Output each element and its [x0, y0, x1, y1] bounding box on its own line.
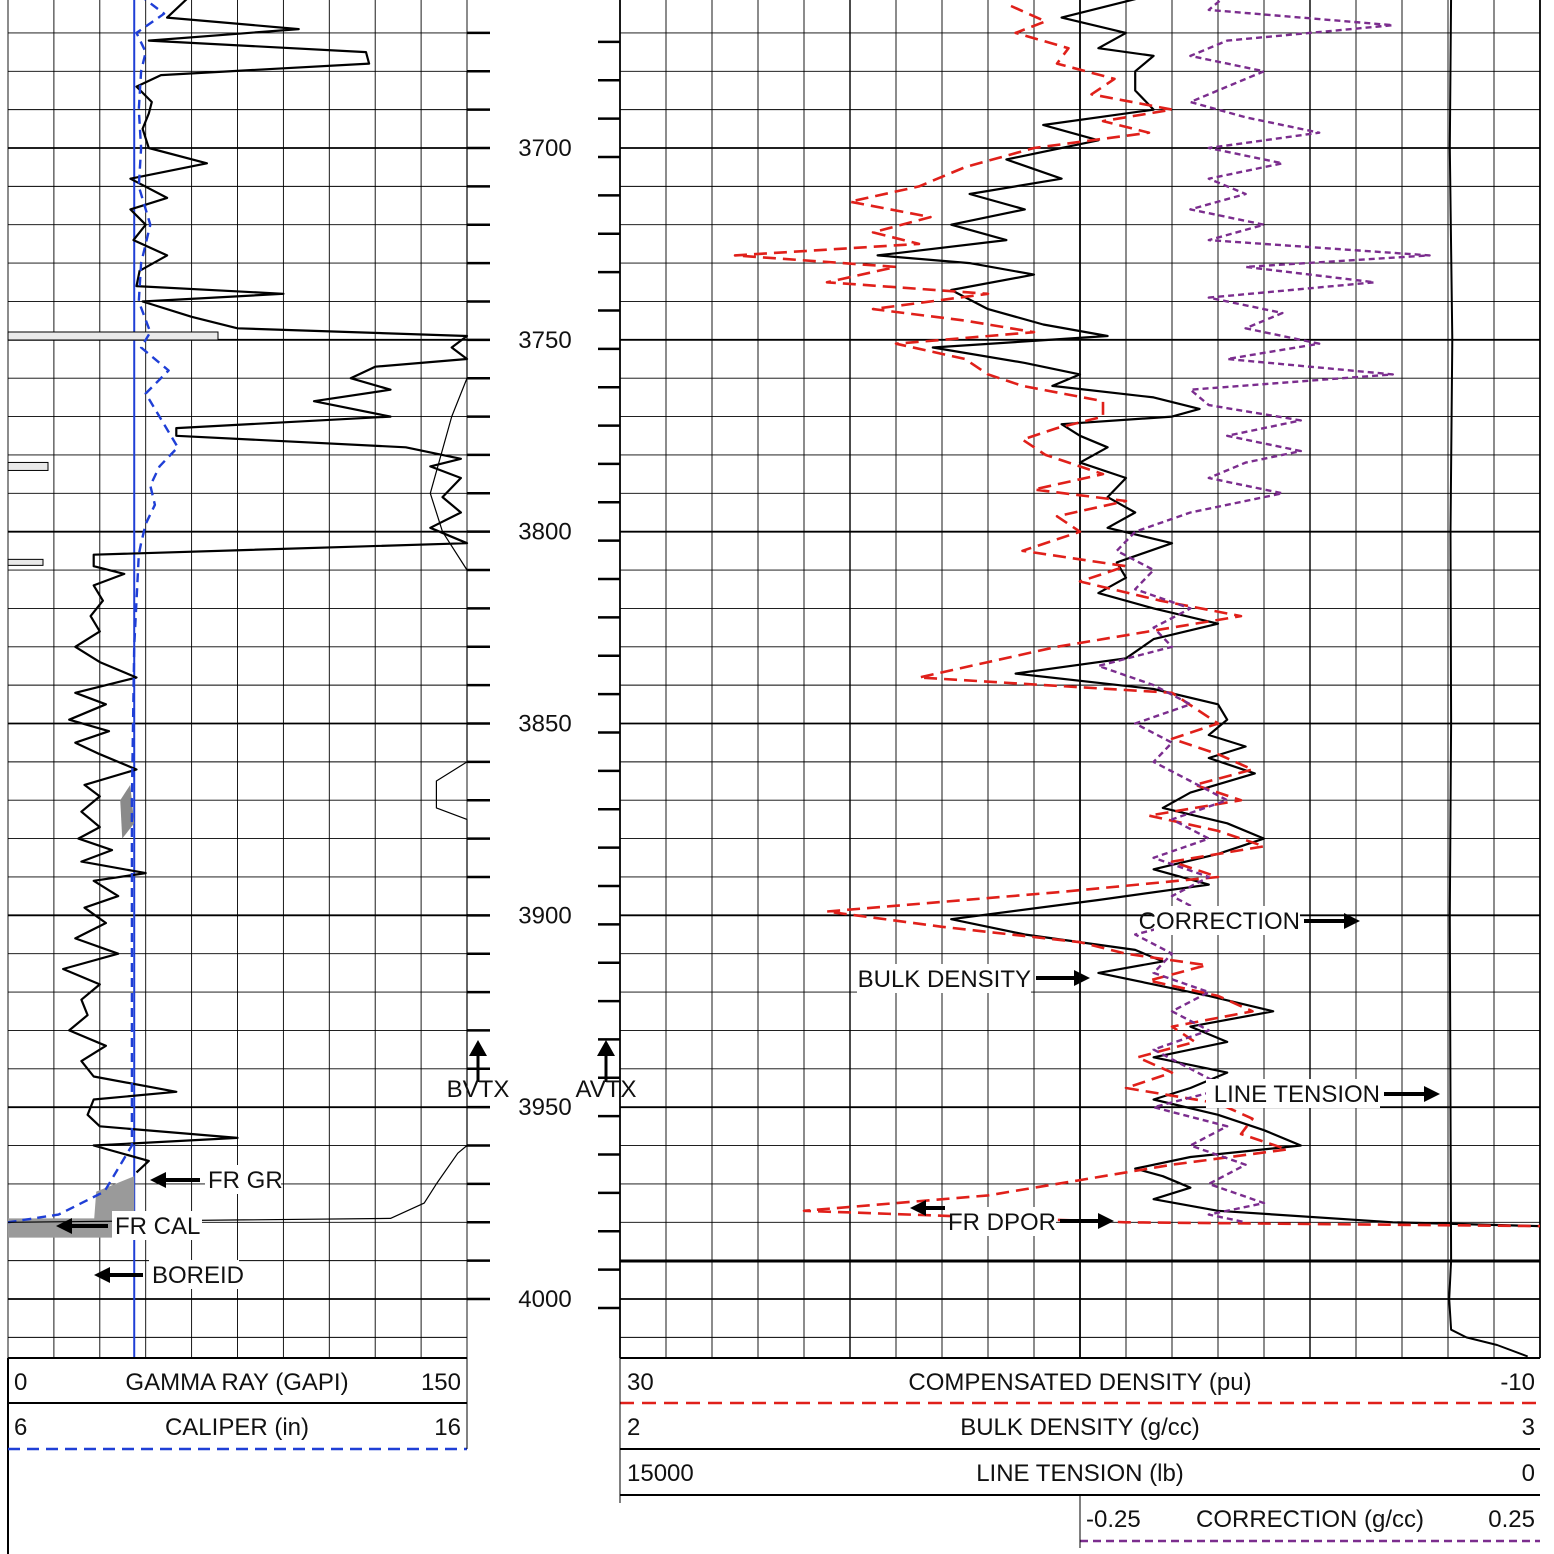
bvtx-marker-label: BVTX	[447, 1076, 510, 1103]
caliper-min: 6	[14, 1414, 27, 1441]
left-bvtx-curve	[7, 71, 468, 1223]
gamma-ray-title: GAMMA RAY (GAPI)	[125, 1369, 348, 1396]
depth-tick-label: 3700	[518, 135, 571, 162]
fr-dpor-arrow-head	[1098, 1213, 1114, 1229]
bulk-density-title: BULK DENSITY (g/cc)	[960, 1414, 1200, 1441]
bulk-density-min: 2	[627, 1414, 640, 1441]
gamma-ray-min: 0	[14, 1369, 27, 1396]
fr-cal-label-bg	[112, 1211, 202, 1240]
fr-cal-label: FR CAL	[115, 1213, 200, 1240]
fr-gr-arrow-head	[150, 1172, 166, 1188]
fr-gr-label: FR GR	[208, 1167, 283, 1194]
boreid-label: BOREID	[152, 1262, 244, 1289]
curves-layer	[7, 0, 1541, 1358]
line-tension-max: 0	[1522, 1460, 1535, 1487]
right-compensated-density-curve	[733, 4, 1541, 1228]
hatched-band	[7, 461, 49, 471]
line-tension-label: LINE TENSION	[1214, 1081, 1380, 1108]
depth-tick-label: 3900	[518, 902, 571, 929]
correction-title: CORRECTION (g/cc)	[1196, 1506, 1424, 1533]
right-track-header: 30 COMPENSATED DENSITY (pu) -10 2 BULK D…	[619, 1357, 1540, 1548]
annotations-layer: FR GR FR CAL BOREID CORRECTION BULK DENSITY L…	[56, 906, 1440, 1289]
boreid-arrow-head	[94, 1267, 110, 1283]
fr-cal-arrow-head	[56, 1218, 72, 1234]
right-line-tension-curve	[1448, 0, 1529, 1358]
compensated-density-max: -10	[1500, 1369, 1535, 1396]
line-tension-min: 15000	[627, 1460, 694, 1487]
left-caliper-curve	[7, 0, 179, 1224]
right-correction-curve	[1097, 0, 1431, 1224]
left-gamma-ray-curve	[62, 0, 469, 1174]
correction-max: 0.25	[1488, 1506, 1535, 1533]
bulk-density-label: BULK DENSITY	[858, 966, 1031, 993]
right-bulk-density-curve	[876, 0, 1541, 1228]
depth-tick-label: 3800	[518, 519, 571, 546]
caliper-max: 16	[434, 1414, 461, 1441]
depth-tick-label: 3850	[518, 711, 571, 738]
depth-axis: 3700 3750 3800 3850 3900 3950 4000	[467, 31, 620, 1313]
line-tension-arrow-head	[1424, 1086, 1440, 1102]
depth-tick-label: 3950	[518, 1094, 571, 1121]
fr-dpor-left-arrow-head	[910, 1200, 926, 1216]
compensated-density-title: COMPENSATED DENSITY (pu)	[908, 1369, 1251, 1396]
avtx-marker-head	[597, 1040, 615, 1056]
line-tension-label-bg	[1206, 1079, 1380, 1108]
depth-tick-label: 3750	[518, 327, 571, 354]
bulk-density-arrow-head	[1074, 970, 1090, 986]
fr-gr-label-bg	[205, 1165, 281, 1194]
correction-arrow-head	[1344, 913, 1360, 929]
bulk-density-label-bg	[857, 964, 1031, 993]
avtx-marker-label: AVTX	[576, 1076, 637, 1103]
compensated-density-min: 30	[627, 1369, 654, 1396]
caliper-title: CALIPER (in)	[165, 1414, 309, 1441]
gamma-ray-max: 150	[421, 1369, 461, 1396]
correction-label: CORRECTION	[1139, 908, 1300, 935]
hatched-band	[7, 558, 44, 566]
boreid-label-bg	[149, 1260, 239, 1289]
depth-tick-label: 4000	[518, 1286, 571, 1313]
hatched-band	[7, 331, 219, 341]
fr-dpor-label: FR DPOR	[948, 1209, 1056, 1236]
correction-label-bg	[1154, 906, 1300, 935]
line-tension-title: LINE TENSION (lb)	[976, 1460, 1184, 1487]
correction-min: -0.25	[1086, 1506, 1141, 1533]
bulk-density-max: 3	[1522, 1414, 1535, 1441]
fr-dpor-label-bg	[952, 1207, 1056, 1236]
left-track-header: 0 GAMMA RAY (GAPI) 150 6 CALIPER (in) 16	[7, 1357, 468, 1554]
caliper-fill-small	[120, 784, 135, 839]
bvtx-marker-head	[469, 1040, 487, 1056]
